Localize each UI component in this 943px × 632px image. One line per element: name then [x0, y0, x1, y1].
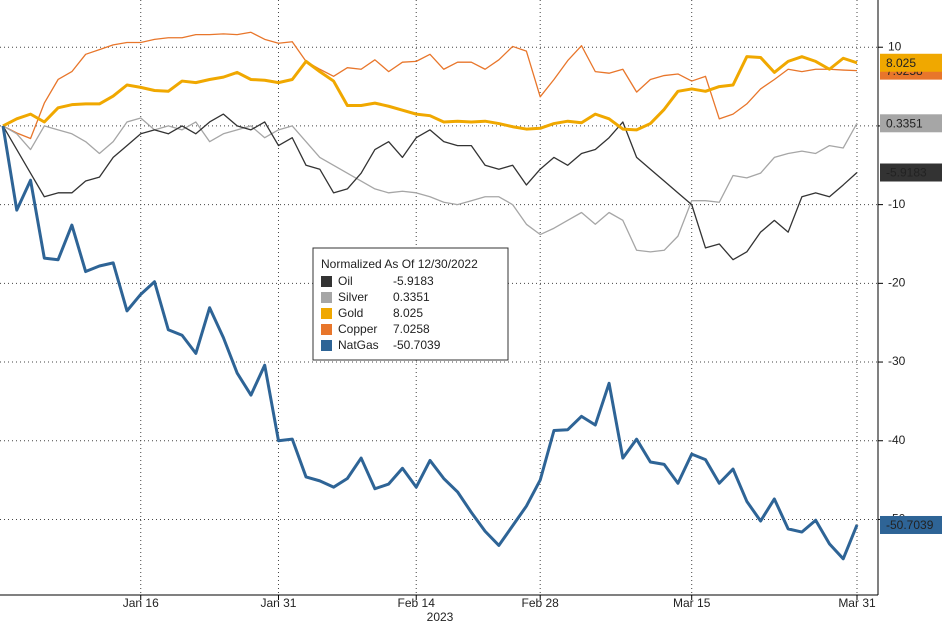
legend-box: [312, 247, 509, 361]
legend-value: 0.3351: [393, 290, 430, 304]
x-tick-label: Feb 14: [398, 596, 436, 610]
x-tick-label: Jan 31: [260, 596, 296, 610]
legend-swatch: [321, 276, 332, 287]
y-tick-label: -40: [888, 433, 906, 447]
y-tick-label: -30: [888, 354, 906, 368]
y-tick-label: -20: [888, 276, 906, 290]
x-tick-label: Jan 16: [123, 596, 159, 610]
series-line: [2, 113, 858, 261]
legend-value: -50.7039: [393, 338, 441, 352]
last-value-box: [880, 163, 942, 182]
legend-name: Oil: [338, 274, 353, 288]
x-tick-label: Mar 31: [838, 596, 876, 610]
legend-title: Normalized As Of 12/30/2022: [321, 257, 478, 271]
last-value-label: 8.025: [886, 56, 916, 70]
x-axis-label: 2023: [427, 610, 454, 624]
series-line: [2, 31, 858, 140]
legend-name: NatGas: [338, 338, 379, 352]
legend-swatch: [321, 324, 332, 335]
last-value-tag: -50.7039: [880, 515, 942, 534]
last-value-box: [880, 114, 942, 133]
legend: Normalized As Of 12/30/2022 Oil -5.9183 Sil…: [312, 247, 509, 361]
legend-value: 7.0258: [393, 322, 430, 336]
last-value-tag: 8.025: [880, 53, 942, 72]
last-value-box: [880, 53, 942, 72]
series-line: [2, 55, 858, 132]
legend-swatch: [321, 308, 332, 319]
last-value-box: [880, 515, 942, 534]
last-value-label: -5.9183: [886, 166, 927, 180]
last-value-label: -50.7039: [886, 518, 934, 532]
legend-swatch: [321, 340, 332, 351]
last-value-tag: -5.9183: [880, 163, 942, 182]
x-tick-label: Mar 15: [673, 596, 711, 610]
legend-swatch: [321, 292, 332, 303]
legend-value: 8.025: [393, 306, 423, 320]
y-tick-label: -10: [888, 197, 906, 211]
series-line: [2, 117, 858, 253]
x-tick-label: Feb 28: [522, 596, 560, 610]
series-line: [1, 125, 859, 561]
last-value-label: 0.3351: [886, 116, 923, 130]
legend-name: Copper: [338, 322, 377, 336]
legend-value: -5.9183: [393, 274, 434, 288]
legend-name: Gold: [338, 306, 363, 320]
y-tick-label: 10: [888, 39, 902, 53]
last-value-tag: 0.3351: [880, 114, 942, 133]
legend-name: Silver: [338, 290, 368, 304]
